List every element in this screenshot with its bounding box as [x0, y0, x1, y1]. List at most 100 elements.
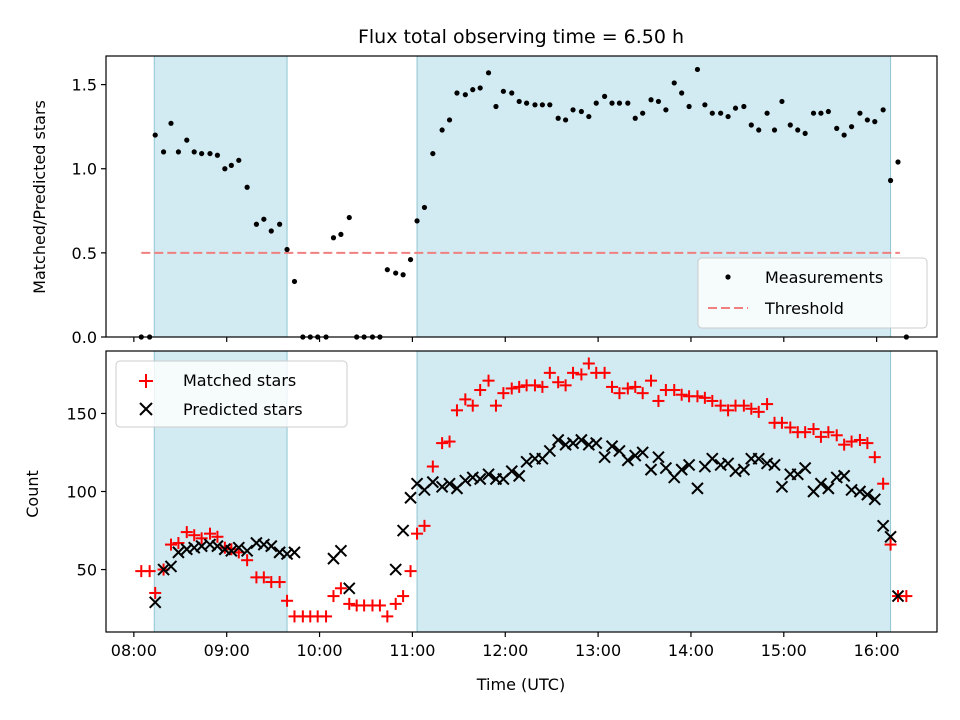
measurement-point	[493, 103, 499, 110]
matched-star-point	[621, 382, 634, 395]
matched-star-point	[203, 527, 216, 540]
measurement-point	[848, 124, 855, 130]
measurement-point	[802, 130, 808, 137]
measurement-point	[214, 152, 221, 158]
predicted-star-point	[830, 471, 843, 484]
predicted-star-point	[343, 582, 356, 595]
measurement-point	[207, 150, 213, 157]
matched-star-point	[567, 366, 580, 379]
matched-star-point	[320, 610, 333, 623]
top-axes-frame	[105, 55, 938, 338]
predicted-star-point	[822, 482, 835, 495]
predicted-star-point	[164, 560, 178, 573]
matched-star-point	[575, 368, 588, 381]
predicted-star-point	[566, 436, 580, 450]
measurement-point	[509, 90, 515, 96]
predicted-star-point	[752, 452, 765, 465]
measurement-point	[602, 93, 608, 99]
chart-title: Flux total observing time = 6.50 h	[358, 26, 684, 48]
matched-star-point	[164, 538, 177, 551]
x-tick-label: 10:00	[296, 641, 342, 660]
bottom-x-ticks: 08:00 09:00 10:00 11:00 12:00 13:00 14:00 15:00…	[111, 632, 900, 660]
legend-label-predicted: Predicted stars	[183, 400, 303, 419]
predicted-star-point	[868, 493, 881, 506]
measurement-point	[818, 110, 824, 116]
measurement-point	[168, 120, 174, 126]
top-legend: Measurements Threshold	[697, 257, 928, 329]
measurement-point	[887, 177, 894, 184]
measurement-point	[872, 119, 878, 125]
measurement-point	[841, 132, 847, 138]
measurement-point	[857, 110, 863, 116]
matched-star-point	[900, 590, 913, 603]
predicted-star-point	[706, 452, 719, 465]
x-tick-label: 08:00	[111, 641, 157, 660]
predicted-star-point	[240, 544, 254, 558]
measurement-point	[454, 90, 460, 96]
matched-star-point	[552, 376, 565, 389]
matched-star-point	[436, 437, 449, 450]
predicted-star-point	[837, 469, 851, 483]
predicted-star-point	[257, 538, 271, 551]
measurement-point	[175, 149, 182, 155]
measurement-point	[570, 107, 576, 113]
predicted-star-point	[466, 471, 479, 484]
predicted-star-point	[551, 433, 565, 447]
predicted-star-point	[814, 477, 828, 490]
measurement-point	[640, 110, 646, 116]
matched-star-point	[775, 416, 788, 429]
measurement-point	[500, 88, 506, 94]
x-tick-label: 16:00	[854, 641, 900, 660]
matched-star-point	[459, 393, 472, 406]
predicted-star-point	[396, 524, 410, 537]
predicted-star-point	[543, 444, 557, 458]
predicted-star-point	[575, 433, 588, 447]
measurement-point	[810, 110, 817, 116]
measurement-point	[795, 127, 801, 133]
x-tick-label: 12:00	[482, 641, 528, 660]
predicted-star-point	[211, 539, 224, 553]
measurement-point	[555, 115, 561, 121]
matched-star-point	[722, 404, 735, 417]
measurement-point	[686, 103, 692, 110]
predicted-star-point	[768, 458, 781, 472]
predicted-star-point	[389, 563, 402, 576]
y-tick-label: 1.0	[72, 160, 97, 179]
legend-label-threshold: Threshold	[764, 299, 844, 318]
measurement-point	[655, 98, 662, 105]
matched-star-point	[877, 477, 890, 490]
measurement-point	[771, 127, 778, 133]
measurement-point	[578, 108, 584, 115]
x-tick-label: 14:00	[668, 641, 714, 660]
measurement-point	[732, 105, 739, 111]
measurement-point	[421, 204, 428, 211]
predicted-star-point	[435, 480, 449, 494]
predicted-star-point	[459, 474, 472, 487]
predicted-star-point	[598, 450, 611, 464]
matched-star-point	[241, 554, 254, 567]
measurement-point	[648, 97, 654, 103]
measurement-point	[825, 108, 831, 115]
measurement-point	[834, 125, 840, 131]
matched-star-point	[450, 404, 463, 417]
matched-star-point	[691, 390, 704, 403]
matched-star-point	[418, 519, 431, 532]
predicted-star-point	[737, 463, 751, 476]
matched-star-point	[807, 423, 820, 436]
predicted-star-point	[149, 596, 162, 609]
top-legend-box	[697, 257, 928, 329]
measurement-point	[407, 256, 414, 263]
matched-star-point	[373, 599, 386, 612]
measurement-point	[895, 159, 901, 165]
predicted-star-point	[473, 472, 487, 486]
matched-star-point	[225, 543, 238, 556]
measurement-point	[779, 98, 785, 105]
predicted-star-point	[187, 541, 201, 554]
measurement-point	[439, 127, 445, 133]
measurement-point	[400, 272, 406, 278]
predicted-star-point	[652, 450, 665, 464]
matched-star-point	[466, 399, 479, 412]
matched-star-point	[536, 380, 549, 393]
matched-star-point	[714, 399, 727, 412]
matched-star-point	[343, 597, 356, 610]
